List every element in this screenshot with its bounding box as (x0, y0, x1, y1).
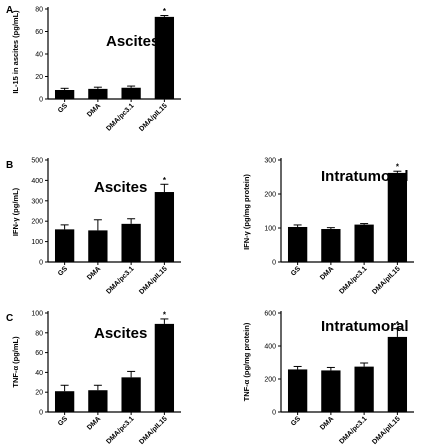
y-tick-label: 100 (31, 239, 43, 246)
y-tick-label: 100 (31, 311, 43, 318)
bar (88, 230, 108, 262)
x-tick-label: DMA/pIL15 (138, 265, 169, 296)
bar (287, 226, 308, 262)
x-tick-label: DMA/pIL15 (371, 415, 402, 446)
y-axis-label: TNF-α (pg/mL) (11, 336, 20, 388)
bar (121, 223, 141, 262)
panel-letter: A (6, 5, 13, 16)
y-axis-label: TNF-α (pg/mg protein) (242, 322, 251, 401)
bar (354, 366, 374, 412)
y-tick-label: 300 (264, 158, 276, 165)
y-axis-label: IFN-γ (pg/mL) (11, 187, 20, 236)
bar (387, 172, 408, 262)
bar (354, 224, 374, 262)
chart-title: Ascites (94, 325, 147, 342)
significance-marker: * (163, 310, 167, 319)
x-tick-label: DMA/pc3.1 (338, 265, 368, 295)
bar (54, 229, 75, 262)
y-tick-label: 60 (35, 29, 43, 36)
x-tick-label: DMA (86, 415, 102, 431)
bar (121, 377, 141, 412)
bar (321, 229, 341, 262)
y-tick-label: 400 (31, 178, 43, 185)
chart-panel-3: 0 100 200 300 IFN-γ (pg/mg protein) Intratumo… (242, 158, 414, 296)
bar (54, 90, 75, 99)
y-axis-label: IFN-γ (pg/mg protein) (242, 174, 251, 250)
bar (387, 336, 408, 412)
y-tick-label: 100 (264, 226, 276, 233)
y-axis-label: IL-15 in ascites (pg/mL) (11, 10, 20, 94)
chart-panel-5: 0 200 400 600 TNF-α (pg/mg protein) Intratumo… (242, 311, 414, 446)
x-tick-label: GS (57, 102, 69, 114)
bar (287, 369, 308, 412)
y-tick-label: 80 (35, 7, 43, 14)
significance-marker: * (396, 163, 400, 172)
bar (154, 192, 175, 262)
bar (88, 390, 108, 412)
x-tick-label: GS (57, 265, 69, 277)
significance-marker: * (163, 7, 167, 16)
chart-title: Intratumoral (321, 318, 409, 335)
x-tick-label: DMA/pc3.1 (105, 415, 135, 445)
y-tick-label: 200 (264, 377, 276, 384)
bar (154, 323, 175, 412)
y-tick-label: 200 (264, 192, 276, 199)
x-tick-label: GS (290, 415, 302, 427)
bar (154, 16, 175, 99)
y-tick-label: 60 (35, 350, 43, 357)
bar (121, 87, 141, 99)
chart-title: Ascites (106, 33, 159, 50)
x-tick-label: DMA (86, 265, 102, 281)
x-tick-label: DMA/pIL15 (371, 265, 402, 296)
bar (88, 88, 108, 99)
x-tick-label: DMA/pc3.1 (338, 415, 368, 445)
y-tick-label: 40 (35, 370, 43, 377)
y-tick-label: 0 (272, 260, 276, 267)
x-tick-label: DMA/pc3.1 (105, 102, 135, 132)
x-tick-label: DMA (86, 102, 102, 118)
panel-letter: C (6, 313, 13, 324)
y-tick-label: 400 (264, 344, 276, 351)
y-tick-label: 0 (39, 97, 43, 104)
y-tick-label: 80 (35, 330, 43, 337)
x-tick-label: DMA (319, 415, 335, 431)
x-tick-label: DMA/pc3.1 (105, 265, 135, 295)
x-tick-label: GS (57, 415, 69, 427)
y-tick-label: 0 (39, 260, 43, 267)
y-tick-label: 20 (35, 390, 43, 397)
x-tick-label: DMA (319, 265, 335, 281)
y-tick-label: 600 (264, 311, 276, 318)
y-tick-label: 300 (31, 198, 43, 205)
y-tick-label: 0 (272, 410, 276, 417)
chart-title: Ascites (94, 179, 147, 196)
y-tick-label: 0 (39, 410, 43, 417)
y-tick-label: 40 (35, 52, 43, 59)
bar (321, 370, 341, 412)
significance-marker: * (396, 320, 400, 329)
panel-letter: B (6, 160, 13, 171)
x-tick-label: DMA/pIL15 (138, 415, 169, 446)
x-tick-label: DMA/pIL15 (138, 102, 169, 133)
chart-panel-2: B 0 100 200 300 400 500 IFN-γ (pg/mL) Ascites GS D… (6, 158, 181, 296)
bar (54, 391, 75, 412)
y-tick-label: 500 (31, 158, 43, 165)
y-tick-label: 20 (35, 74, 43, 81)
x-tick-label: GS (290, 265, 302, 277)
chart-panel-1: A 0 20 40 60 80 IL-15 in ascites (pg/mL) Ascite… (6, 5, 181, 133)
significance-marker: * (163, 176, 167, 185)
y-tick-label: 200 (31, 219, 43, 226)
chart-title: Intratumoral (321, 168, 409, 185)
